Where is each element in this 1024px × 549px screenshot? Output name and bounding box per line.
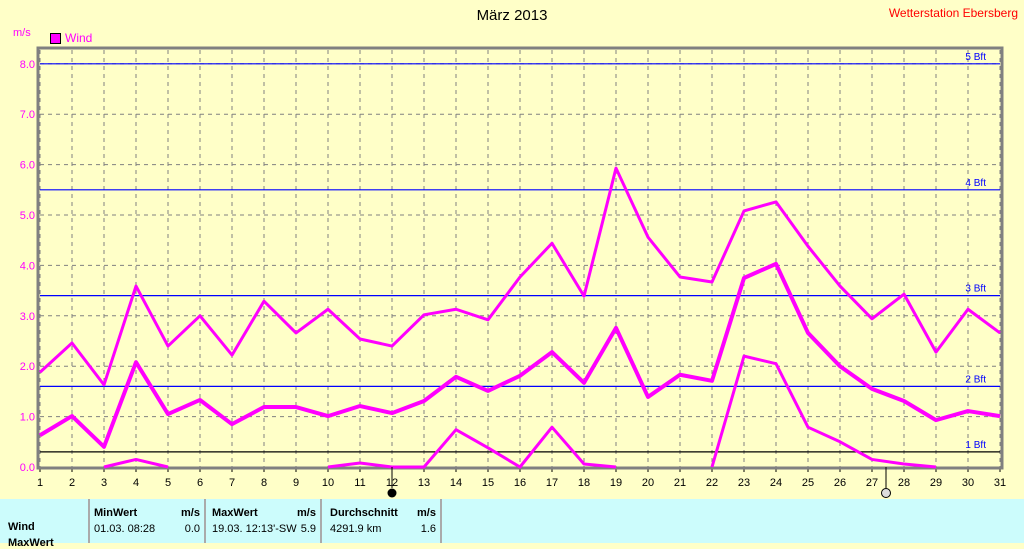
min-date: 01.03. 08:28 bbox=[94, 523, 156, 535]
row-label-cell: Wind MaxWert bbox=[0, 499, 90, 549]
stats-table: Wind MaxWert MinWert m/s 01.03. 08:28 0.… bbox=[0, 499, 1024, 549]
max-unit: m/s bbox=[297, 507, 316, 519]
x-tick-label: 9 bbox=[293, 477, 299, 489]
x-tick-label: 26 bbox=[834, 477, 846, 489]
x-tick-label: 6 bbox=[197, 477, 203, 489]
full-moon-icon bbox=[881, 488, 891, 498]
min-unit: m/s bbox=[181, 507, 200, 519]
max-header: MaxWert bbox=[212, 507, 258, 519]
x-tick-label: 18 bbox=[578, 477, 590, 489]
max-date: 19.03. 12:13'-SW bbox=[212, 523, 297, 535]
min-cell: MinWert m/s 01.03. 08:28 0.0 bbox=[90, 499, 206, 543]
x-tick-label: 13 bbox=[418, 477, 430, 489]
avg-unit: m/s bbox=[417, 507, 436, 519]
y-tick-label: 2.0 bbox=[20, 361, 35, 373]
x-tick-label: 22 bbox=[706, 477, 718, 489]
x-tick-label: 8 bbox=[261, 477, 267, 489]
y-axis-unit: m/s bbox=[13, 27, 31, 39]
x-tick-label: 4 bbox=[133, 477, 139, 489]
y-tick-label: 6.0 bbox=[20, 160, 35, 172]
y-tick-label: 3.0 bbox=[20, 311, 35, 323]
x-tick-label: 11 bbox=[354, 477, 365, 489]
beaufort-label: 5 Bft bbox=[965, 52, 986, 63]
y-tick-label: 4.0 bbox=[20, 260, 35, 272]
row-label: Wind bbox=[8, 521, 35, 533]
series-line-durchschnitt bbox=[38, 261, 1001, 449]
series-line-min bbox=[710, 354, 937, 469]
series-line-max bbox=[38, 166, 1001, 387]
x-tick-label: 27 bbox=[866, 477, 878, 489]
beaufort-label: 1 Bft bbox=[965, 440, 986, 451]
x-tick-label: 10 bbox=[322, 477, 334, 489]
x-tick-label: 23 bbox=[738, 477, 750, 489]
x-tick-label: 14 bbox=[450, 477, 462, 489]
x-tick-label: 7 bbox=[229, 477, 235, 489]
x-tick-label: 5 bbox=[165, 477, 171, 489]
legend: Wind bbox=[50, 31, 92, 45]
x-tick-label: 15 bbox=[482, 477, 494, 489]
max-value: 5.9 bbox=[300, 523, 316, 535]
station-name: Wetterstation Ebersberg bbox=[888, 6, 1018, 20]
x-tick-label: 24 bbox=[770, 477, 782, 489]
min-header: MinWert bbox=[94, 507, 138, 519]
y-tick-label: 5.0 bbox=[20, 210, 35, 222]
x-tick-label: 16 bbox=[514, 477, 526, 489]
x-tick-label: 3 bbox=[101, 477, 107, 489]
x-tick-label: 25 bbox=[802, 477, 814, 489]
avg-value: 1.6 bbox=[420, 523, 436, 535]
beaufort-label: 2 Bft bbox=[965, 374, 986, 385]
x-tick-label: 19 bbox=[610, 477, 622, 489]
legend-swatch bbox=[50, 32, 61, 44]
y-tick-label: 0.0 bbox=[20, 462, 35, 474]
max-cell: MaxWert m/s 19.03. 12:13'-SW 5.9 bbox=[206, 499, 322, 543]
min-value: 0.0 bbox=[184, 523, 200, 535]
avg-distance: 4291.9 km bbox=[330, 523, 382, 535]
series-line-min bbox=[103, 457, 169, 469]
beaufort-label: 3 Bft bbox=[965, 284, 986, 295]
x-tick-label: 1 bbox=[37, 477, 43, 489]
beaufort-label: 4 Bft bbox=[965, 178, 986, 189]
wind-chart: 1 2 3 4 5 6 7 8 9 10 11 12 13 14 15 16 17 18 19 20 21 22 23 24 2… bbox=[20, 46, 1006, 498]
x-tick-label: 17 bbox=[546, 477, 558, 489]
y-tick-label: 1.0 bbox=[20, 412, 35, 424]
x-tick-label: 28 bbox=[898, 477, 910, 489]
series-line-min bbox=[327, 425, 617, 469]
x-tick-label: 29 bbox=[930, 477, 942, 489]
x-tick-label: 20 bbox=[642, 477, 654, 489]
x-tick-label: 31 bbox=[994, 477, 1006, 489]
chart-title: März 2013 bbox=[476, 7, 548, 24]
legend-label: Wind bbox=[65, 31, 93, 45]
new-moon-icon bbox=[387, 488, 397, 498]
y-tick-label: 7.0 bbox=[20, 109, 35, 121]
avg-header: Durchschnitt bbox=[330, 507, 398, 519]
row2-label: MaxWert bbox=[8, 537, 54, 549]
x-tick-label: 30 bbox=[962, 477, 974, 489]
x-tick-label: 2 bbox=[69, 477, 75, 489]
y-tick-label: 8.0 bbox=[20, 59, 35, 71]
avg-cell: Durchschnitt m/s 4291.9 km 1.6 bbox=[322, 499, 442, 543]
x-tick-label: 21 bbox=[674, 477, 686, 489]
